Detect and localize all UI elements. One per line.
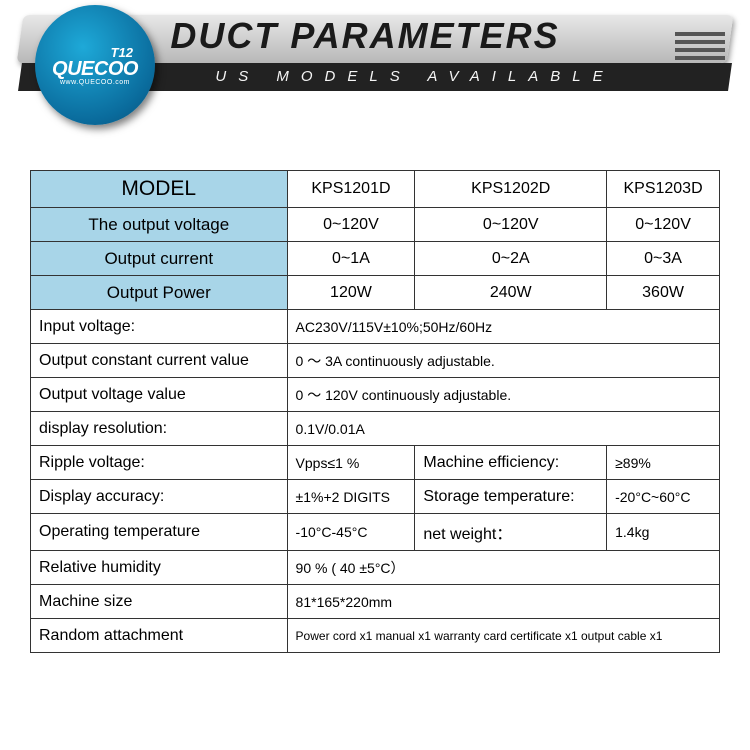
table-row: The output voltage 0~120V 0~120V 0~120V — [31, 208, 720, 242]
title-text: DUCT PARAMETERS — [80, 15, 650, 57]
spec-key: Display accuracy: — [31, 480, 288, 514]
col-1: KPS1202D — [415, 171, 607, 208]
spec-val: 81*165*220mm — [287, 585, 719, 619]
spec-key: Ripple voltage: — [31, 446, 288, 480]
spec-key: Input voltage: — [31, 310, 288, 344]
hamburger-icon — [675, 28, 725, 64]
cell: 0~120V — [607, 208, 720, 242]
col-2: KPS1203D — [607, 171, 720, 208]
spec-val: AC230V/115V±10%;50Hz/60Hz — [287, 310, 719, 344]
spec-val: Power cord x1 manual x1 warranty card ce… — [287, 619, 719, 653]
brand-logo-badge: T12 QUECOO www.QUECOO.com — [35, 5, 155, 125]
table-row: Input voltage: AC230V/115V±10%;50Hz/60Hz — [31, 310, 720, 344]
spec-val: 0 ～ 120V continuously adjustable. — [287, 378, 719, 412]
spec-key: Machine size — [31, 585, 288, 619]
table-row: Output voltage value 0 ～ 120V continuous… — [31, 378, 720, 412]
spec-key: display resolution: — [31, 412, 288, 446]
spec-key: Relative humidity — [31, 551, 288, 585]
cell: 0~120V — [287, 208, 415, 242]
row-label: The output voltage — [31, 208, 288, 242]
spec-val: 0.1V/0.01A — [287, 412, 719, 446]
spec-val: -10°C-45°C — [287, 514, 415, 551]
table-row: display resolution: 0.1V/0.01A — [31, 412, 720, 446]
spec-val: 90 % ( 40 ±5°C） — [287, 551, 719, 585]
spec-val: -20°C~60°C — [607, 480, 720, 514]
cell: 0~120V — [415, 208, 607, 242]
spec-key: Output constant current value — [31, 344, 288, 378]
table-row: Operating temperature -10°C-45°C net wei… — [31, 514, 720, 551]
table-row: Output current 0~1A 0~2A 0~3A — [31, 242, 720, 276]
cell: 0~3A — [607, 242, 720, 276]
spec-key: Random attachment — [31, 619, 288, 653]
cell: 0~2A — [415, 242, 607, 276]
model-label: MODEL — [31, 171, 288, 208]
spec-val: 1.4kg — [607, 514, 720, 551]
cell: 240W — [415, 276, 607, 310]
subtitle-text: US MODELS AVAILABLE — [120, 63, 710, 91]
spec-key: Operating temperature — [31, 514, 288, 551]
spec-val: 0 ～ 3A continuously adjustable. — [287, 344, 719, 378]
table-row: Ripple voltage: Vpps≤1 % Machine efficie… — [31, 446, 720, 480]
spec-key: net weight： — [415, 514, 607, 551]
model-header-row: MODEL KPS1201D KPS1202D KPS1203D — [31, 171, 720, 208]
row-label: Output current — [31, 242, 288, 276]
cell: 0~1A — [287, 242, 415, 276]
spec-key: Storage temperature: — [415, 480, 607, 514]
table-row: Output constant current value 0 ～ 3A con… — [31, 344, 720, 378]
row-label: Output Power — [31, 276, 288, 310]
table-row: Machine size 81*165*220mm — [31, 585, 720, 619]
table-row: Output Power 120W 240W 360W — [31, 276, 720, 310]
cell: 120W — [287, 276, 415, 310]
table-row: Relative humidity 90 % ( 40 ±5°C） — [31, 551, 720, 585]
spec-key: Machine efficiency: — [415, 446, 607, 480]
table-row: Random attachment Power cord x1 manual x… — [31, 619, 720, 653]
cell: 360W — [607, 276, 720, 310]
logo-brand: QUECOO — [52, 58, 138, 81]
spec-val: Vpps≤1 % — [287, 446, 415, 480]
logo-url: www.QUECOO.com — [60, 79, 130, 86]
spec-table: MODEL KPS1201D KPS1202D KPS1203D The out… — [30, 170, 720, 653]
spec-val: ≥89% — [607, 446, 720, 480]
spec-val: ±1%+2 DIGITS — [287, 480, 415, 514]
product-header: DUCT PARAMETERS US MODELS AVAILABLE T12 … — [0, 0, 750, 130]
col-0: KPS1201D — [287, 171, 415, 208]
spec-key: Output voltage value — [31, 378, 288, 412]
table-row: Display accuracy: ±1%+2 DIGITS Storage t… — [31, 480, 720, 514]
